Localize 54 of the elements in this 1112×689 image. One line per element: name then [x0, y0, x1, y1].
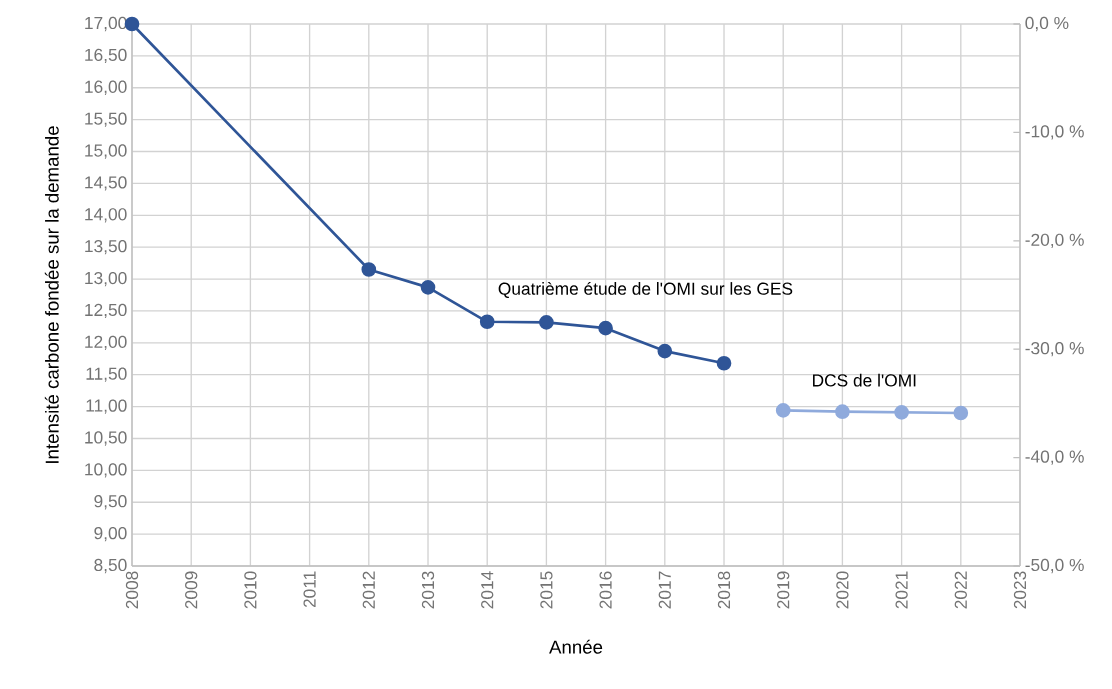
point	[657, 343, 673, 359]
y-tick-label: 9,50	[94, 495, 127, 510]
point	[716, 355, 732, 371]
x-tick-label: 2023	[1013, 571, 1027, 609]
series-label: DCS de l'OMI	[813, 373, 916, 387]
y2-tick-label: -30,0 %	[1025, 342, 1084, 357]
x-tick-label: 2021	[895, 571, 908, 609]
y-tick-label: 16,50	[85, 48, 127, 64]
point	[775, 403, 791, 418]
y2-tick-label: -40,0 %	[1025, 450, 1084, 465]
x-tick-label: 2008	[125, 571, 139, 609]
x-tick-label: 2013	[421, 571, 435, 609]
x-tick-label: 2022	[954, 571, 967, 609]
y-tick-label: 16,00	[85, 80, 127, 95]
y-tick-label: 12,50	[85, 303, 127, 319]
x-tick-label: 2010	[244, 571, 257, 609]
y-tick-label: 8,50	[94, 558, 127, 574]
x-axis-title: Année	[549, 639, 603, 654]
y-tick-label: 11,00	[86, 399, 127, 414]
y-tick-label: 12,00	[85, 335, 127, 350]
y-tick-label: 10,00	[85, 463, 127, 478]
y2-tick-label: -10,0 %	[1025, 125, 1084, 140]
point	[598, 320, 613, 336]
y-tick-label: 10,50	[85, 431, 127, 446]
point	[420, 280, 436, 295]
y-tick-label: 15,50	[85, 112, 127, 127]
x-tick-label: 2014	[481, 571, 494, 609]
y-tick-label: 15,00	[85, 144, 127, 159]
y2-tick-label: -50,0 %	[1025, 558, 1084, 574]
x-tick-label: 2018	[717, 571, 731, 609]
x-tick-label: 2019	[777, 571, 790, 609]
x-tick-label: 2009	[185, 571, 198, 609]
point	[479, 314, 495, 330]
point	[835, 404, 850, 420]
y-tick-label: 13,00	[85, 271, 127, 287]
x-tick-label: 2015	[540, 571, 553, 609]
y-tick-label: 13,50	[85, 240, 127, 255]
x-tick-label: 2012	[362, 571, 375, 609]
point	[361, 262, 377, 277]
point	[539, 315, 554, 330]
x-tick-label: 2016	[599, 571, 612, 609]
x-tick-label: 2017	[658, 571, 671, 609]
y2-tick-label: -20,0 %	[1025, 233, 1084, 248]
y-tick-label: 14,50	[85, 176, 127, 191]
point	[953, 405, 969, 421]
y-tick-label: 14,00	[85, 208, 127, 223]
x-tick-label: 2011	[303, 571, 316, 608]
series-label: Quatrième étude de l'OMI sur les GES	[498, 281, 793, 298]
x-tick-label: 2020	[836, 571, 849, 609]
y2-tick-label: 0,0 %	[1025, 16, 1069, 32]
point	[894, 404, 909, 420]
y-axis-title: Intensité carbone fondée sur la demande	[44, 126, 59, 463]
y-tick-label: 11,50	[86, 367, 127, 382]
y-tick-label: 9,00	[94, 526, 127, 542]
